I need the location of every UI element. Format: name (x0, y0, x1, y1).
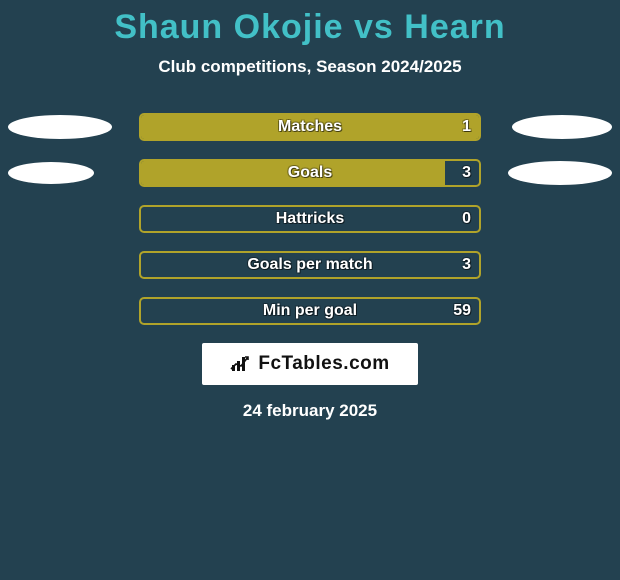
stat-bar: Hattricks0 (139, 205, 481, 233)
page-subtitle: Club competitions, Season 2024/2025 (0, 57, 620, 77)
stat-row: Min per goal59 (0, 297, 620, 325)
stat-bar: Goals3 (139, 159, 481, 187)
stat-value: 0 (462, 210, 471, 228)
stat-label: Goals per match (141, 256, 479, 274)
stat-value: 3 (462, 164, 471, 182)
page-title: Shaun Okojie vs Hearn (0, 0, 620, 47)
player-marker-right (512, 115, 612, 139)
player-marker-left (8, 162, 94, 184)
branding-text-fc: FcTables.com (258, 353, 389, 375)
stat-label: Hattricks (141, 210, 479, 228)
stat-bar-fill (141, 115, 479, 139)
stat-rows: Matches1Goals3Hattricks0Goals per match3… (0, 113, 620, 325)
stat-bar: Min per goal59 (139, 297, 481, 325)
stat-row: Hattricks0 (0, 205, 620, 233)
stat-label: Min per goal (141, 302, 479, 320)
bar-chart-icon (230, 355, 252, 373)
stat-value: 3 (462, 256, 471, 274)
stat-row: Goals per match3 (0, 251, 620, 279)
stat-row: Matches1 (0, 113, 620, 141)
infographic-date: 24 february 2025 (0, 401, 620, 421)
stat-bar: Matches1 (139, 113, 481, 141)
stat-bar: Goals per match3 (139, 251, 481, 279)
branding-text: FcTables.com (258, 353, 389, 375)
player-marker-right (508, 161, 612, 185)
stat-value: 59 (453, 302, 471, 320)
player-marker-left (8, 115, 112, 139)
stat-bar-fill (141, 161, 445, 185)
comparison-infographic: Shaun Okojie vs Hearn Club competitions,… (0, 0, 620, 580)
branding-badge: FcTables.com (202, 343, 418, 385)
stat-row: Goals3 (0, 159, 620, 187)
